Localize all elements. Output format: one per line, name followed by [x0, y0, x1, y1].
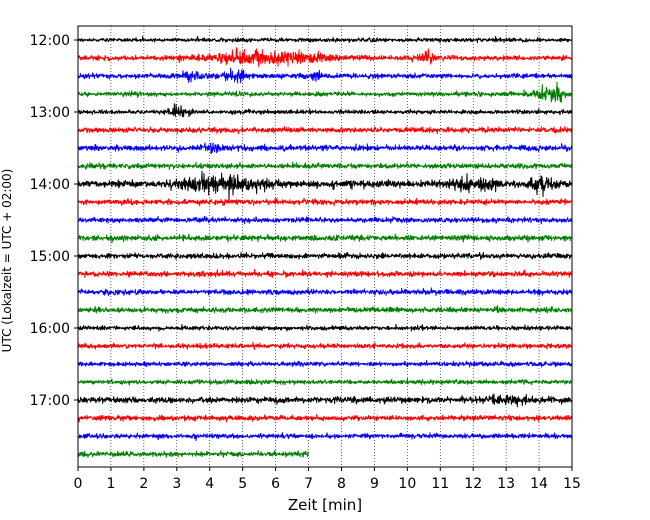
- x-tick-label: 11: [431, 476, 449, 492]
- seismic-trace: [77, 377, 573, 386]
- x-tick-label: 6: [271, 476, 280, 492]
- seismic-trace: [77, 35, 573, 44]
- seismic-trace: [77, 251, 573, 260]
- seismic-trace: [77, 125, 573, 135]
- seismic-trace: [77, 449, 309, 458]
- x-tick-label: 7: [304, 476, 313, 492]
- seismic-trace: [77, 393, 573, 408]
- seismic-trace: [77, 268, 573, 279]
- seismic-trace: [77, 161, 573, 170]
- x-tick-label: 13: [497, 476, 515, 492]
- y-tick-label: 15:00: [30, 249, 70, 265]
- seismic-trace: [77, 197, 573, 207]
- seismic-trace: [77, 305, 573, 314]
- x-tick-label: 4: [205, 476, 214, 492]
- y-tick-label: 16:00: [30, 321, 70, 337]
- y-tick-label: 12:00: [30, 33, 70, 49]
- x-axis-ticks: 0 1 2 3 4 5 6 7 8 9 10 11 12 13 14 15: [74, 467, 581, 492]
- seismic-trace: [77, 47, 573, 68]
- x-tick-label: 2: [139, 476, 148, 492]
- y-axis-ticks: 12:00 13:00 14:00 15:00 16:00 17:00: [30, 33, 78, 409]
- x-tick-label: 0: [74, 476, 83, 492]
- seismic-trace: [77, 170, 573, 201]
- x-tick-label: 8: [337, 476, 346, 492]
- x-tick-label: 12: [464, 476, 482, 492]
- seismic-traces: [77, 35, 573, 458]
- x-tick-label: 10: [398, 476, 416, 492]
- seismic-trace: [77, 81, 573, 103]
- seismic-trace: [77, 414, 573, 423]
- x-tick-label: 5: [238, 476, 247, 492]
- seismic-trace: [77, 215, 573, 225]
- y-tick-label: 13:00: [30, 105, 70, 121]
- seismic-trace: [77, 359, 573, 368]
- seismic-trace: [77, 233, 573, 244]
- x-tick-label: 3: [172, 476, 181, 492]
- y-tick-label: 17:00: [30, 393, 70, 409]
- x-tick-label: 15: [563, 476, 581, 492]
- plot-frame: [77, 25, 573, 468]
- seismic-trace: [77, 432, 573, 442]
- x-tick-label: 9: [370, 476, 379, 492]
- seismic-trace: [77, 323, 573, 332]
- seismic-trace: [77, 67, 573, 84]
- x-tick-label: 1: [106, 476, 115, 492]
- y-tick-label: 14:00: [30, 177, 70, 193]
- x-axis-label: Zeit [min]: [288, 496, 362, 514]
- x-tick-label: 14: [530, 476, 548, 492]
- seismic-trace: [77, 103, 573, 118]
- y-axis-label: UTC (Lokalzeit = UTC + 02:00): [0, 169, 14, 353]
- seismic-trace: [77, 142, 573, 155]
- seismic-trace: [77, 287, 573, 297]
- seismic-trace: [77, 341, 573, 351]
